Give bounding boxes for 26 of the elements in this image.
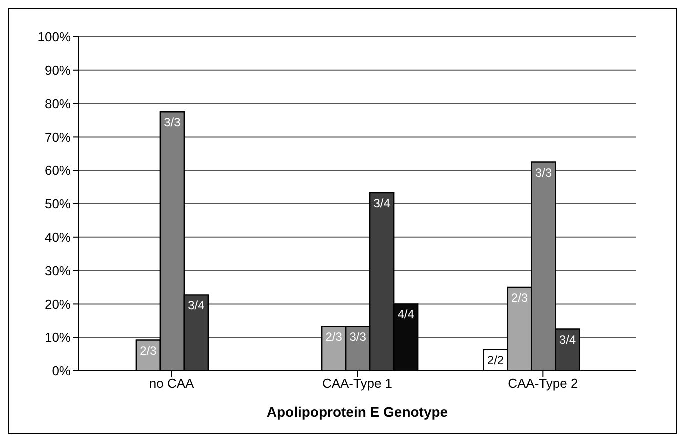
series-label: 3/3 [164, 116, 182, 130]
text: 3/3 [350, 330, 366, 344]
y-tick-label: 60% [44, 163, 72, 178]
x-tick-label: CAA-Type 2 [508, 376, 578, 392]
y-tick-label: 100% [38, 30, 72, 45]
y-tick-label: 30% [44, 263, 72, 278]
y-tick-label: 90% [44, 63, 72, 78]
series-label: 2/2 [487, 353, 504, 368]
series-label: 3/4 [188, 298, 206, 313]
y-tick-label: 0% [52, 364, 72, 379]
y-tick-label: 70% [44, 130, 72, 145]
text: 2/3 [326, 330, 342, 344]
x-tick-label: CAA-Type 1 [322, 376, 393, 392]
text: 2/3 [140, 344, 157, 358]
x-axis-title: Apolipoprotein E Genotype [266, 404, 448, 420]
y-tick-label: 80% [44, 96, 72, 112]
text: 3/4 [374, 196, 390, 210]
series-label: 4/4 [398, 308, 415, 322]
y-tick-label: 40% [44, 230, 72, 246]
x-tick-label: no CAA [149, 376, 195, 392]
text: 3/4 [559, 332, 576, 347]
y-tick-label: 20% [44, 296, 72, 312]
y-tick-label: 10% [44, 330, 72, 346]
text: 3/3 [535, 166, 552, 180]
series-label: 2/3 [511, 291, 528, 306]
y-tick-label: 50% [44, 196, 72, 212]
